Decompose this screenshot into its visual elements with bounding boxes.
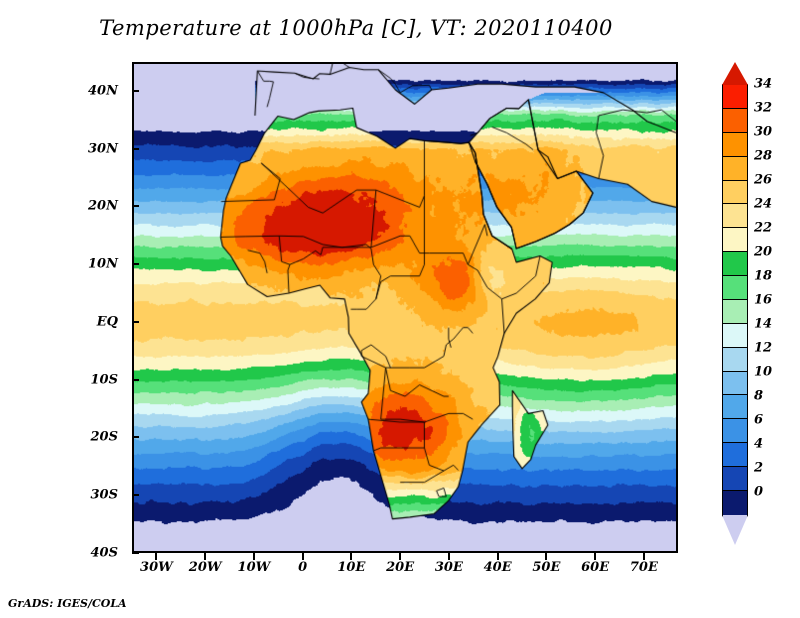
y-axis-tick-mark [132, 436, 139, 438]
colorbar-band [723, 443, 747, 467]
colorbar-tick-label: 0 [754, 485, 763, 500]
colorbar-tick-label: 14 [754, 317, 772, 332]
x-axis-tick-mark [350, 553, 352, 560]
colorbar-band [723, 252, 747, 276]
y-axis-tick-label: 40N [88, 83, 118, 98]
y-axis-tick-mark [132, 379, 139, 381]
colorbar-band [723, 372, 747, 396]
colorbar-band [723, 300, 747, 324]
y-axis-tick-mark [132, 205, 139, 207]
y-axis-tick-label: 20S [91, 430, 118, 445]
colorbar-tick-label: 32 [754, 101, 772, 116]
y-axis-tick-mark [132, 263, 139, 265]
y-axis-tick-mark [132, 321, 139, 323]
y-axis-tick-label: 20N [88, 199, 118, 214]
x-axis-tick-mark [643, 553, 645, 560]
colorbar-tick-label: 22 [754, 221, 772, 236]
y-axis-tick-mark [132, 148, 139, 150]
colorbar-tick-label: 24 [754, 197, 772, 212]
x-axis-tick-mark [448, 553, 450, 560]
colorbar-band [723, 109, 747, 133]
temperature-field-canvas [134, 64, 676, 551]
temperature-map-plot [132, 62, 678, 553]
y-axis-tick-label: 10N [88, 257, 118, 272]
colorbar-over-arrow [722, 62, 748, 85]
colorbar-tick-label: 8 [754, 389, 763, 404]
x-axis-tick-label: 20W [189, 560, 222, 575]
y-axis-tick-label: EQ [97, 314, 118, 329]
x-axis-tick-label: 60E [581, 560, 609, 575]
x-axis-tick-label: 50E [532, 560, 560, 575]
colorbar-tick-label: 16 [754, 293, 772, 308]
colorbar-tick-label: 2 [754, 461, 763, 476]
colorbar-tick-label: 20 [754, 245, 772, 260]
colorbar-band [723, 181, 747, 205]
colorbar-band [723, 133, 747, 157]
x-axis-tick-mark [253, 553, 255, 560]
colorbar-band [723, 348, 747, 372]
colorbar-tick-label: 26 [754, 173, 772, 188]
y-axis-tick-label: 30N [88, 141, 118, 156]
colorbar-band [723, 85, 747, 109]
colorbar-band [723, 324, 747, 348]
x-axis-tick-label: 0 [298, 560, 307, 575]
x-axis-tick-mark [204, 553, 206, 560]
y-axis-tick-label: 10S [91, 372, 118, 387]
colorbar-band [723, 491, 747, 515]
colorbar-tick-label: 10 [754, 365, 772, 380]
y-axis-tick-mark [132, 494, 139, 496]
x-axis-tick-mark [399, 553, 401, 560]
x-axis-tick-mark [155, 553, 157, 560]
colorbar-band [723, 157, 747, 181]
x-axis-tick-label: 30E [435, 560, 463, 575]
colorbar-under-arrow [722, 515, 748, 545]
colorbar-band [723, 395, 747, 419]
x-axis-tick-mark [594, 553, 596, 560]
x-axis-tick-mark [302, 553, 304, 560]
y-axis-tick-mark [132, 90, 139, 92]
colorbar-tick-label: 4 [754, 437, 763, 452]
x-axis-tick-mark [497, 553, 499, 560]
colorbar-tick-label: 18 [754, 269, 772, 284]
x-axis-tick-label: 20E [386, 560, 414, 575]
page-title: Temperature at 1000hPa [C], VT: 20201104… [0, 16, 712, 40]
colorbar-tick-label: 6 [754, 413, 763, 428]
colorbar[interactable] [722, 84, 748, 516]
x-axis-tick-label: 30W [140, 560, 173, 575]
colorbar-band [723, 276, 747, 300]
colorbar-band [723, 228, 747, 252]
x-axis-tick-label: 40E [484, 560, 512, 575]
y-axis-tick-mark [132, 552, 139, 554]
colorbar-band [723, 467, 747, 491]
colorbar-tick-label: 28 [754, 149, 772, 164]
x-axis-tick-label: 70E [630, 560, 658, 575]
y-axis-tick-label: 30S [91, 488, 118, 503]
x-axis-tick-mark [545, 553, 547, 560]
colorbar-band [723, 204, 747, 228]
colorbar-tick-label: 30 [754, 125, 772, 140]
x-axis-tick-label: 10E [337, 560, 365, 575]
colorbar-band [723, 419, 747, 443]
source-footer: GrADS: IGES/COLA [8, 597, 127, 610]
colorbar-tick-label: 34 [754, 77, 772, 92]
colorbar-tick-label: 12 [754, 341, 772, 356]
x-axis-tick-label: 10W [238, 560, 271, 575]
y-axis-tick-label: 40S [91, 546, 118, 561]
